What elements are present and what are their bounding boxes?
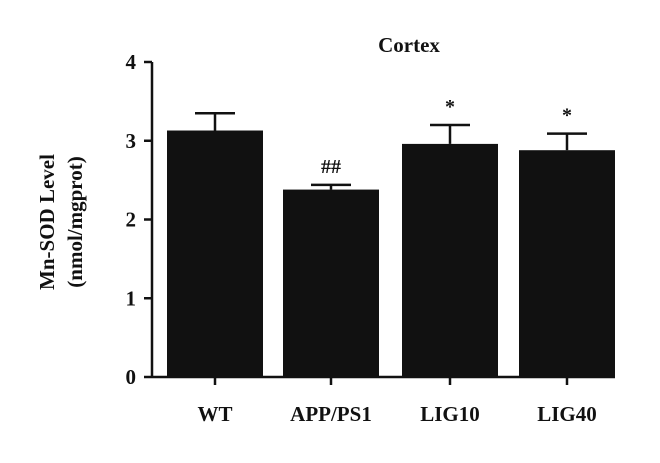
y-tick-label: 2 [126, 208, 137, 232]
y-axis-label-line2: (nmol/mgprot) [63, 156, 87, 287]
x-tick-label-2: LIG10 [420, 402, 480, 426]
x-tick-label-1: APP/PS1 [290, 402, 372, 426]
bar-1 [283, 189, 379, 377]
significance-label-3: * [562, 105, 572, 127]
bar-0 [167, 130, 263, 377]
y-tick-label: 0 [126, 365, 137, 389]
significance-label-1: ## [321, 156, 341, 178]
y-tick-label: 1 [126, 286, 137, 310]
x-tick-label-0: WT [197, 402, 232, 426]
y-tick-label: 3 [126, 129, 137, 153]
significance-label-2: * [445, 96, 455, 118]
x-tick-label-3: LIG40 [537, 402, 597, 426]
plot-area: 0 1 2 3 4 WT ## APP/PS1 * LIG10 * LIG40 [126, 50, 615, 426]
chart-title: Cortex [378, 33, 440, 57]
y-tick-label: 4 [126, 50, 137, 74]
y-axis-label-line1: Mn-SOD Level [35, 154, 59, 290]
bar-3 [519, 150, 615, 377]
bar-2 [402, 143, 498, 377]
